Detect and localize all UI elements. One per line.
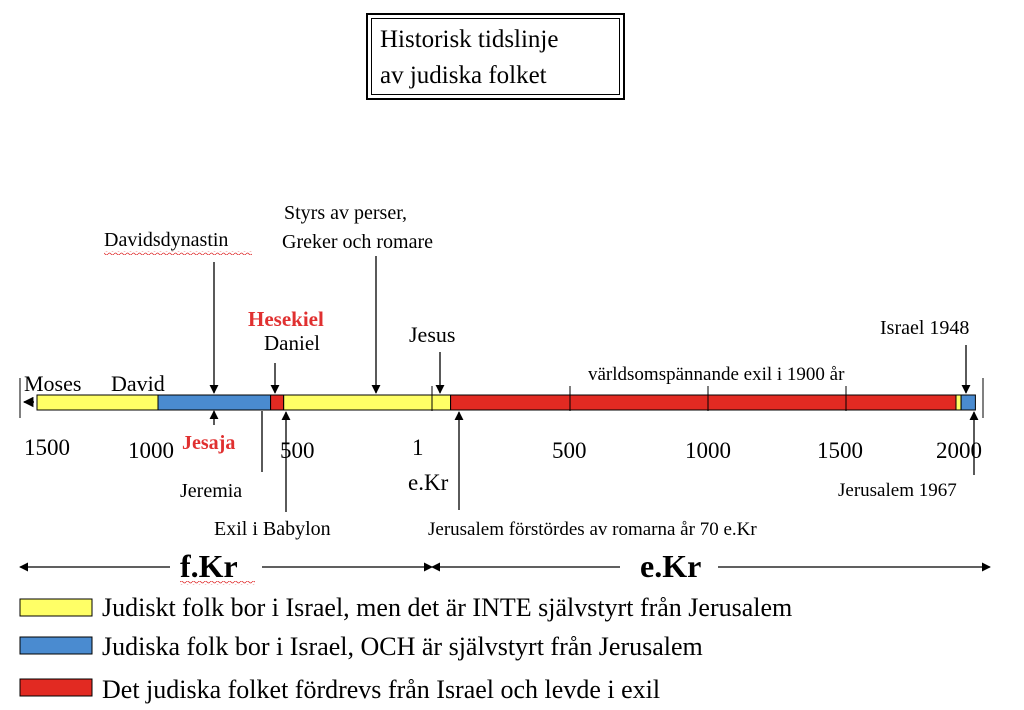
label-jeremia: Jeremia: [180, 480, 242, 502]
tick-label: 1500: [24, 435, 70, 460]
timeline-segment-not-self-governed: [36, 394, 159, 411]
label-israel-1948: Israel 1948: [880, 317, 969, 339]
label-jerusalem-1967: Jerusalem 1967: [838, 480, 957, 501]
tick-label: 1000: [685, 438, 731, 463]
tick-label: 500: [552, 438, 587, 463]
era-label-ce-tick: e.Kr: [408, 470, 449, 495]
label-persian-rule-line1: Styrs av perser,: [284, 202, 407, 224]
label-david: David: [111, 371, 165, 396]
label-persian-rule-line2: Greker och romare: [282, 231, 433, 253]
bar-dividers: [19, 378, 984, 418]
timeline-segment-exile: [270, 394, 285, 411]
title-box: Historisk tidslinje av judiska folket: [366, 13, 625, 100]
spellcheck-underline: [180, 581, 255, 585]
legend-swatch-red: [19, 678, 93, 697]
timeline-segment-exile: [450, 394, 957, 411]
era-label-ce: e.Kr: [640, 548, 701, 584]
tick-label: 1: [412, 435, 424, 460]
spellcheck-underline: [104, 251, 252, 255]
legend-swatch-blue: [19, 636, 93, 655]
label-jesaja: Jesaja: [182, 432, 235, 454]
legend-text: Det judiska folket fördrevs från Israel …: [102, 675, 660, 704]
timeline-bar: [36, 394, 976, 411]
label-exile-1900: världsomspännande exil i 1900 år: [588, 364, 845, 385]
tick-label: 500: [280, 438, 315, 463]
tick-label: 1500: [817, 438, 863, 463]
timeline-segment-not-self-governed: [283, 394, 452, 411]
timeline-segment-not-self-governed: [955, 394, 962, 411]
label-hesekiel: Hesekiel: [248, 307, 324, 331]
legend-text: Judiska folk bor i Israel, OCH är självs…: [102, 632, 703, 661]
timeline-segment-self-governed: [157, 394, 272, 411]
label-moses: Moses: [24, 371, 81, 396]
label-jesus: Jesus: [409, 322, 455, 347]
timeline-segment-self-governed: [960, 394, 976, 411]
tick-label: 2000: [936, 438, 982, 463]
label-jerusalem-70: Jerusalem förstördes av romarna år 70 e.…: [428, 519, 757, 540]
tick-label: 1000: [128, 438, 174, 463]
legend: Judiskt folk bor i Israel, men det är IN…: [19, 593, 792, 704]
legend-swatch-yellow: [19, 598, 93, 617]
label-exil-babylon: Exil i Babylon: [214, 518, 331, 540]
label-daniel: Daniel: [264, 331, 320, 355]
label-davidsdynastin: Davidsdynastin: [104, 229, 228, 251]
era-label-bce: f.Kr: [180, 548, 238, 584]
legend-text: Judiskt folk bor i Israel, men det är IN…: [102, 593, 792, 622]
